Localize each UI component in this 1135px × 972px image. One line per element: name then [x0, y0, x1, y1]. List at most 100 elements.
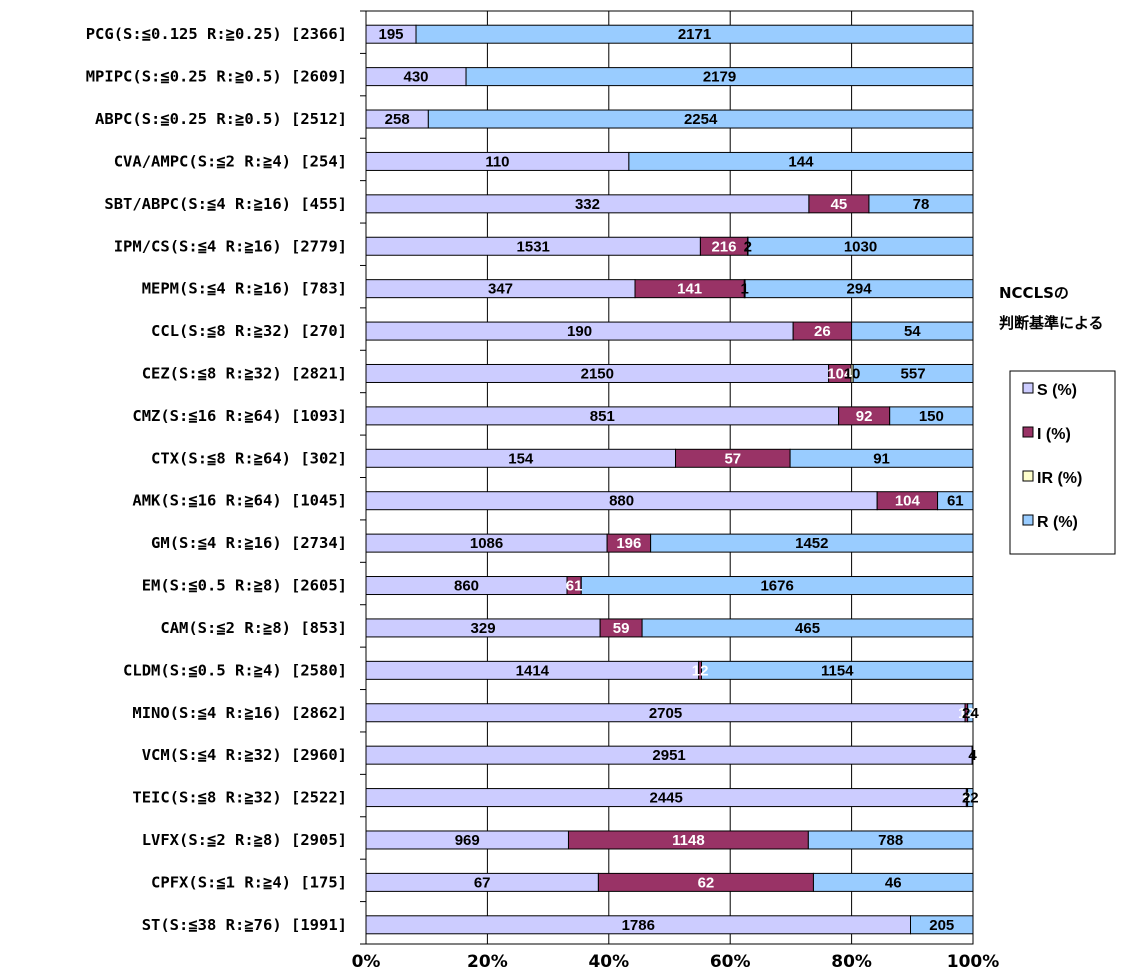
bar-segment — [812, 872, 974, 892]
category-label: CEZ(S:≦8 R:≧32) [2821] — [142, 364, 347, 382]
bar-segment — [971, 745, 974, 765]
data-label: 92 — [856, 408, 873, 425]
legend-swatch — [1022, 382, 1034, 394]
x-tick-label: 60% — [710, 952, 751, 972]
data-label: 2951 — [652, 747, 685, 764]
data-label: 860 — [454, 578, 479, 595]
data-label: 46 — [885, 874, 902, 891]
bar-segment — [427, 109, 974, 129]
legend-entry: R (%) — [1037, 514, 1078, 531]
bars — [365, 24, 974, 935]
data-label: 104 — [827, 365, 853, 382]
data-label: 1414 — [516, 662, 550, 679]
data-label: 294 — [847, 281, 873, 298]
data-label: 67 — [474, 874, 491, 891]
category-label: IPM/CS(S:≦4 R:≧16) [2779] — [114, 237, 347, 255]
data-label: 2150 — [581, 365, 614, 382]
bar-segment — [744, 279, 974, 299]
data-label: 144 — [788, 153, 814, 170]
x-tick-label: 40% — [588, 952, 629, 972]
bar-segment — [641, 618, 974, 638]
data-label: 1786 — [622, 917, 655, 934]
legend-entry: S (%) — [1037, 382, 1077, 399]
x-tick-label: 100% — [947, 952, 1000, 972]
data-label: 24 — [962, 705, 979, 722]
category-label: SBT/ABPC(S:≦4 R:≧16) [455] — [104, 195, 347, 213]
data-label: 347 — [488, 281, 513, 298]
category-label: GM(S:≦4 R:≧16) [2734] — [151, 534, 347, 552]
data-label: 788 — [878, 832, 903, 849]
data-label: 2179 — [703, 69, 736, 86]
data-label: 880 — [609, 493, 634, 510]
category-label: CCL(S:≦8 R:≧32) [270] — [151, 322, 347, 340]
x-tick-label: 0% — [352, 952, 381, 972]
bar-segment — [910, 915, 974, 935]
data-label: 62 — [698, 874, 715, 891]
bar-segment — [700, 660, 974, 680]
legend-swatch — [1022, 426, 1034, 438]
data-label: 10 — [844, 365, 861, 382]
x-axis-ticks: 0% 20% 40% 60% 80% 100% — [352, 952, 1000, 972]
category-label: TEIC(S:≦8 R:≧32) [2522] — [132, 789, 347, 807]
data-label: 104 — [895, 493, 921, 510]
data-label: 2 — [744, 238, 752, 255]
data-label: 1676 — [760, 578, 793, 595]
data-label: 26 — [814, 323, 831, 340]
data-label: 1 — [741, 281, 749, 298]
data-label: 1086 — [470, 535, 503, 552]
category-label: CVA/AMPC(S:≦2 R:≧4) [254] — [114, 152, 347, 170]
legend-swatch — [1022, 470, 1034, 482]
legend-swatch — [1022, 514, 1034, 526]
category-label: AMK(S:≦16 R:≧64) [1045] — [132, 492, 347, 510]
data-label: 150 — [919, 408, 944, 425]
data-label: 1030 — [844, 238, 877, 255]
data-label: 2445 — [649, 790, 682, 807]
data-label: 4 — [968, 747, 977, 764]
bar-segment — [747, 236, 974, 256]
bar-segment — [967, 703, 974, 723]
data-label: 54 — [904, 323, 921, 340]
data-label: 154 — [508, 450, 534, 467]
data-label: 57 — [724, 450, 741, 467]
bar-segment — [852, 363, 974, 383]
bar-segment — [967, 788, 974, 808]
data-label: 190 — [567, 323, 592, 340]
bar-segment — [650, 533, 974, 553]
data-label: 2171 — [678, 26, 711, 43]
x-tick-label: 80% — [831, 952, 872, 972]
category-label: ABPC(S:≦0.25 R:≧0.5) [2512] — [95, 110, 347, 128]
data-label: 195 — [378, 26, 403, 43]
data-label: 430 — [404, 69, 429, 86]
bar-segment — [868, 194, 974, 214]
data-label: 465 — [795, 620, 820, 637]
data-label: 2705 — [649, 705, 682, 722]
data-label: 61 — [566, 578, 583, 595]
category-label: MEPM(S:≦4 R:≧16) [783] — [142, 280, 347, 298]
data-label: 216 — [711, 238, 736, 255]
legend-title: 判断基準による — [999, 314, 1104, 332]
category-label: MINO(S:≦4 R:≧16) [2862] — [132, 704, 347, 722]
bar-segment — [789, 448, 974, 468]
data-label: 969 — [455, 832, 480, 849]
data-label: 258 — [385, 111, 410, 128]
data-label: 91 — [873, 450, 890, 467]
legend-entry: IR (%) — [1037, 470, 1082, 487]
data-label: 1452 — [795, 535, 828, 552]
bar-segment — [937, 491, 974, 511]
legend-entry: I (%) — [1037, 426, 1071, 443]
data-label: 45 — [831, 196, 848, 213]
data-label: 5 — [963, 790, 971, 807]
category-label: LVFX(S:≦2 R:≧8) [2905] — [142, 831, 347, 849]
category-labels: PCG(S:≦0.125 R:≧0.25) [2366] MPIPC(S:≦0.2… — [86, 25, 347, 934]
data-label: 110 — [485, 153, 509, 170]
category-label: CPFX(S:≦1 R:≧4) [175] — [151, 873, 347, 891]
category-label: CAM(S:≦2 R:≧8) [853] — [160, 619, 347, 637]
data-label: 557 — [901, 365, 926, 382]
x-tick-label: 20% — [467, 952, 508, 972]
data-label: 59 — [613, 620, 630, 637]
data-label: 329 — [471, 620, 496, 637]
bar-segment — [415, 24, 974, 44]
